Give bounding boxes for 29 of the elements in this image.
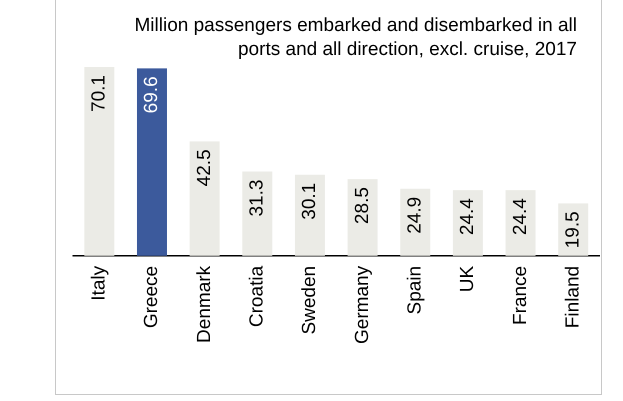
bar [136, 68, 167, 256]
x-tick-label: Germany [352, 265, 373, 344]
x-tick-label: Italy [88, 265, 110, 301]
bar [506, 190, 536, 256]
data-label: 31.3 [246, 180, 268, 217]
x-tick-label: UK [457, 266, 478, 292]
bar [294, 174, 325, 256]
data-label: 69.6 [141, 76, 162, 114]
x-tick-label: Croatia [246, 265, 268, 328]
data-label: 24.4 [510, 198, 531, 236]
bar [242, 172, 272, 256]
data-label: 42.5 [194, 149, 215, 186]
data-label: 30.1 [299, 182, 320, 220]
data-label: 19.5 [562, 211, 584, 248]
bar [190, 141, 220, 256]
bar [84, 67, 114, 256]
bar [452, 190, 483, 256]
x-tick-label: Denmark [194, 265, 215, 343]
data-label: 70.1 [88, 75, 110, 112]
data-label: 24.4 [457, 198, 478, 236]
x-tick-label: Spain [404, 266, 426, 314]
bar [348, 179, 378, 256]
data-label: 24.9 [404, 196, 426, 234]
x-tick-label: Greece [141, 266, 162, 328]
x-tick-label: France [510, 266, 531, 326]
chart-title: Million passengers embarked and disembarked in all ports and all direction, excl. cruise, 2017 [133, 14, 577, 62]
x-tick-label: Sweden [299, 266, 320, 335]
x-tick-label: Finland [562, 266, 584, 328]
data-label: 28.5 [352, 187, 373, 224]
